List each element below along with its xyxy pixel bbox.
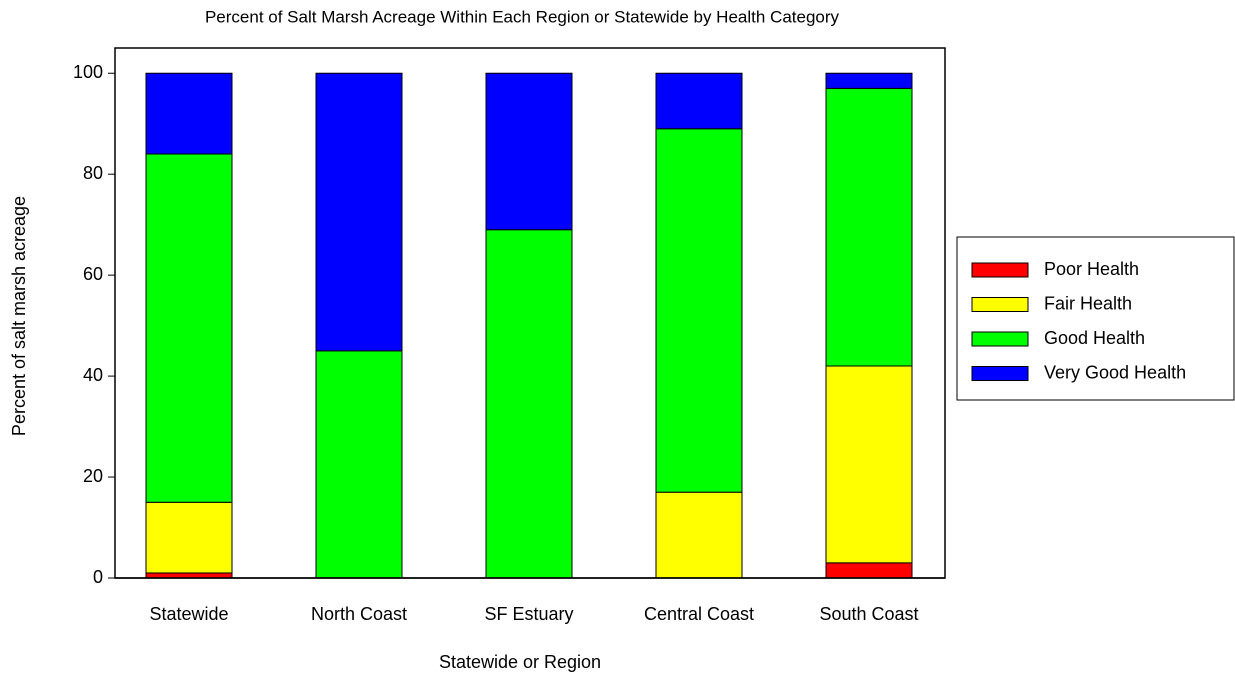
legend-swatch bbox=[971, 262, 1029, 278]
legend-label: Very Good Health bbox=[1044, 362, 1186, 382]
bar-segment bbox=[145, 501, 233, 574]
chart-title: Percent of Salt Marsh Acreage Within Eac… bbox=[205, 7, 840, 26]
bar-segment bbox=[145, 153, 233, 503]
bar-segment bbox=[655, 72, 743, 130]
legend-swatch bbox=[971, 297, 1029, 312]
legend-label: Poor Health bbox=[1044, 259, 1139, 279]
bar-segment bbox=[145, 572, 233, 579]
x-tick-label: South Coast bbox=[819, 604, 918, 624]
bar-segment bbox=[825, 87, 913, 367]
bar-segment bbox=[315, 72, 403, 352]
legend-swatch bbox=[971, 331, 1029, 347]
y-tick-label: 20 bbox=[83, 466, 103, 486]
legend-label: Good Health bbox=[1044, 328, 1145, 348]
bar-segment bbox=[825, 72, 913, 89]
bar-segment bbox=[145, 72, 233, 155]
legend-label: Fair Health bbox=[1044, 293, 1132, 313]
x-tick-label: SF Estuary bbox=[484, 604, 573, 624]
bar-segment bbox=[825, 562, 913, 579]
bar-segment bbox=[655, 491, 743, 579]
y-tick-label: 100 bbox=[73, 62, 103, 82]
y-tick-label: 40 bbox=[83, 365, 103, 385]
y-tick-label: 60 bbox=[83, 264, 103, 284]
bar-segment bbox=[655, 128, 743, 493]
y-tick-label: 80 bbox=[83, 163, 103, 183]
y-tick-label: 0 bbox=[93, 567, 103, 587]
y-axis-label: Percent of salt marsh acreage bbox=[9, 196, 29, 436]
x-axis-label: Statewide or Region bbox=[439, 652, 601, 672]
legend-swatch bbox=[971, 366, 1029, 381]
bar-segment bbox=[485, 72, 573, 231]
x-tick-label: North Coast bbox=[311, 604, 407, 624]
bar-segment bbox=[315, 350, 403, 579]
x-tick-label: Statewide bbox=[149, 604, 228, 624]
bar-segment bbox=[825, 365, 913, 564]
x-tick-label: Central Coast bbox=[644, 604, 754, 624]
bar-segment bbox=[485, 229, 573, 579]
